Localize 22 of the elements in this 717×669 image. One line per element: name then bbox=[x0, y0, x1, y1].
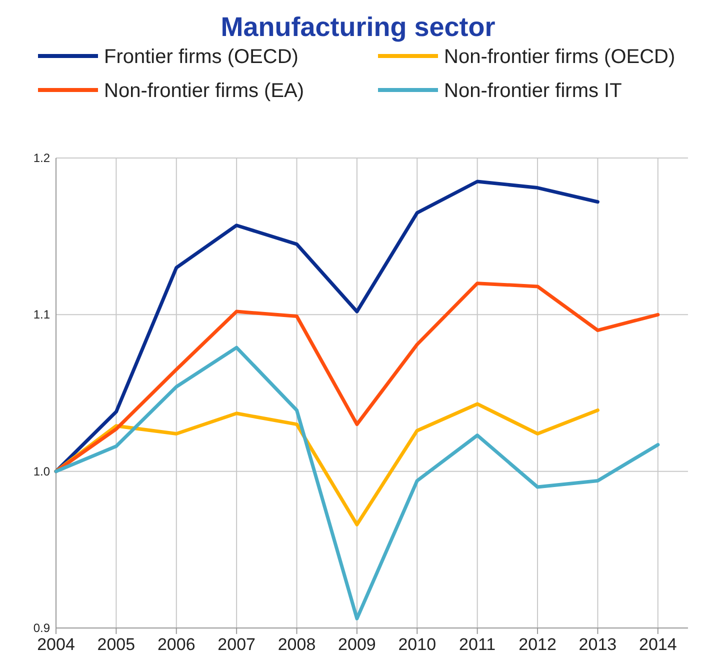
x-tick-label: 2009 bbox=[338, 635, 376, 654]
legend-label: Non-frontier firms (OECD) bbox=[444, 46, 676, 68]
legend-label: Non-frontier firms (EA) bbox=[104, 80, 304, 102]
x-tick-label: 2004 bbox=[37, 635, 75, 654]
x-tick-label: 2010 bbox=[398, 635, 436, 654]
x-tick-label: 2007 bbox=[218, 635, 256, 654]
y-tick-label: 1.0 bbox=[33, 464, 50, 478]
x-tick-label: 2008 bbox=[278, 635, 316, 654]
x-tick-label: 2012 bbox=[518, 635, 556, 654]
x-tick-label: 2013 bbox=[578, 635, 617, 654]
x-tick-label: 2014 bbox=[638, 635, 677, 654]
legend-label: Frontier firms (OECD) bbox=[104, 46, 298, 68]
line-series bbox=[54, 282, 660, 474]
y-tick-label: 1.1 bbox=[33, 308, 50, 322]
x-tick-label: 2011 bbox=[459, 635, 496, 654]
chart-title: Manufacturing sector bbox=[220, 12, 496, 42]
line-series bbox=[54, 346, 660, 620]
y-tick-label: 1.2 bbox=[33, 151, 50, 165]
x-tick-label: 2005 bbox=[97, 635, 136, 654]
y-tick-label: 0.9 bbox=[33, 621, 50, 635]
x-tick-label: 2006 bbox=[157, 635, 196, 654]
legend-label: Non-frontier firms IT bbox=[444, 80, 622, 102]
